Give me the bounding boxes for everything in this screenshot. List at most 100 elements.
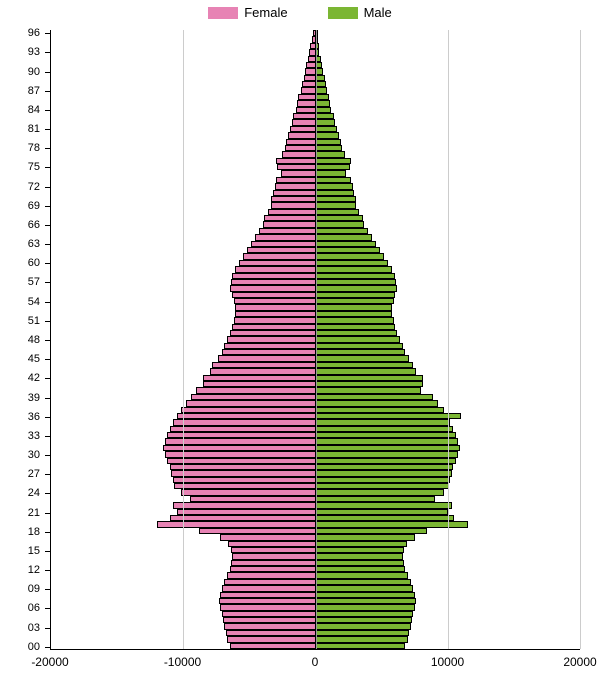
male-bar [316,330,398,336]
female-bar [230,285,316,291]
gridline [448,30,449,649]
female-bar [230,566,316,572]
male-bar [316,598,417,604]
female-bar [219,598,316,604]
male-bar [316,413,461,419]
female-bar [234,317,316,323]
male-bar [316,324,395,330]
y-tick-label: 24 [28,487,40,499]
y-tick-label: 27 [28,468,40,480]
female-bar [239,260,316,266]
y-tick-label: 39 [28,392,40,404]
female-bar [181,407,316,413]
y-axis-labels: 0003060912151821242730333639424548515457… [0,30,45,650]
male-bar [316,170,346,176]
y-tick-label: 33 [28,430,40,442]
y-tick-label: 60 [28,257,40,269]
y-tick-label: 78 [28,142,40,154]
female-bar [271,196,316,202]
x-tick-label: 20000 [563,655,596,669]
male-bar [316,394,434,400]
female-bar [247,247,316,253]
female-bar [157,521,316,527]
male-bar [316,643,406,649]
male-bar [316,164,350,170]
male-bar [316,285,398,291]
male-bar [316,419,451,425]
female-bar [259,228,316,234]
male-bar [316,426,454,432]
male-bar [316,119,336,125]
male-bar [316,132,340,138]
y-tick-label: 66 [28,219,40,231]
y-tick-label: 30 [28,449,40,461]
male-bar [316,509,448,515]
legend-label-male: Male [364,5,392,20]
female-bar [305,68,316,74]
female-bar [167,458,315,464]
male-bar [316,87,328,93]
female-bar [165,438,316,444]
female-bar [170,464,315,470]
female-bar [263,221,316,227]
male-bar [316,560,405,566]
female-bar [212,362,315,368]
y-tick-label: 75 [28,161,40,173]
male-bar [316,636,409,642]
y-tick-label: 93 [28,46,40,58]
y-tick-label: 00 [28,641,40,653]
male-bar [316,617,413,623]
female-bar [222,611,316,617]
y-tick-label: 84 [28,104,40,116]
male-bar [316,260,389,266]
male-bar [316,158,352,164]
male-bar [316,94,329,100]
female-bar [218,355,316,361]
female-bar [309,49,316,55]
male-bar [316,266,393,272]
female-bar [227,336,316,342]
male-bar [316,177,352,183]
female-bar [277,164,315,170]
y-tick-label: 54 [28,296,40,308]
female-bar [292,119,316,125]
female-bar [165,451,316,457]
legend-swatch-male [328,7,358,19]
male-bar [316,273,395,279]
male-bar [316,515,455,521]
male-bar [316,464,454,470]
female-bar [177,413,316,419]
male-bar [316,604,415,610]
male-bar [316,343,403,349]
y-tick-label: 18 [28,526,40,538]
female-bar [203,375,315,381]
y-tick-label: 48 [28,334,40,346]
male-bar [316,68,324,74]
male-bar [316,196,357,202]
male-bar [316,547,405,553]
male-bar [316,139,341,145]
male-bar [316,566,406,572]
female-bar [173,477,316,483]
female-bar [220,534,315,540]
female-bar [232,324,315,330]
female-bar [232,292,315,298]
female-bar [230,330,316,336]
male-bar [316,241,377,247]
male-bar [316,630,410,636]
male-bar [316,521,468,527]
female-bar [264,215,316,221]
female-bar [301,87,316,93]
male-bar [316,107,332,113]
male-bar [316,534,415,540]
male-bar [316,215,364,221]
female-bar [220,592,315,598]
male-bar [316,381,423,387]
male-bar [316,151,345,157]
y-tick-label: 51 [28,315,40,327]
male-bar [316,477,451,483]
y-tick-label: 45 [28,353,40,365]
female-bar [173,419,316,425]
male-bar [316,311,393,317]
y-tick-label: 57 [28,276,40,288]
